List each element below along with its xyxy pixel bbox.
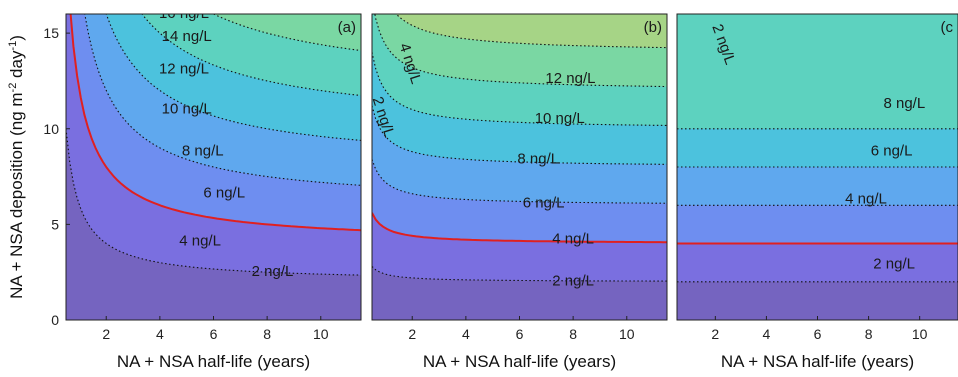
contour-line [372,105,667,165]
contour-label: 2 ng/L [873,256,915,273]
contour-label: 2 ng/L [252,263,294,280]
panel-3: 2 ng/L4 ng/L6 ng/L8 ng/L2 ng/L [677,14,958,320]
contour-line [372,265,667,282]
contour-label: 6 ng/L [203,185,245,202]
x-tick-label: 4 [156,326,164,342]
contour-label: 8 ng/L [182,143,224,160]
x-tick-label: 8 [263,326,271,342]
x-tick-label: 6 [210,326,218,342]
panel-2: 2 ng/L4 ng/L6 ng/L8 ng/L10 ng/L12 ng/L4 … [372,14,667,320]
x-tick-label: 2 [102,326,110,342]
x-axis-title: NA + NSA half-life (years) [423,352,616,371]
y-axis-title: NA + NSA deposition (ng m-2 day-1) [7,35,26,299]
y-tick-label: 10 [43,121,59,137]
x-axis-title: NA + NSA half-life (years) [117,352,310,371]
x-tick-label: 10 [912,326,928,342]
y-tick-label: 15 [43,25,59,41]
x-tick-label: 6 [516,326,524,342]
y-tick-label: 0 [51,312,59,328]
contour-label: 6 ng/L [871,143,913,160]
contour-line [66,128,361,276]
contour-label: 4 ng/L [552,231,594,248]
y-tick-label: 5 [51,216,59,232]
contour-line-highlight [69,14,361,232]
panel-tag: (b) [644,19,662,36]
contour-line [141,14,361,97]
contour-line [372,159,667,204]
contour-line [105,14,361,141]
contour-label: 10 ng/L [162,101,212,118]
contour-label: 2 ng/L [552,273,594,290]
panel-tag: (c [941,19,954,36]
contour-line [372,52,667,126]
contour-band [677,14,958,129]
contour-label: 8 ng/L [517,150,559,167]
contour-label: 4 ng/L [179,233,221,250]
panel-tag: (a) [338,19,356,36]
x-tick-label: 8 [865,326,873,342]
contour-label: 12 ng/L [159,60,209,77]
x-tick-label: 6 [814,326,822,342]
x-tick-label: 4 [763,326,771,342]
contour-label: 12 ng/L [545,70,595,87]
x-tick-label: 2 [711,326,719,342]
x-tick-label: 4 [462,326,470,342]
contour-label: 8 ng/L [883,95,925,112]
contour-label: 14 ng/L [162,28,212,45]
contour-label: 4 ng/L [845,190,887,207]
x-tick-label: 8 [569,326,577,342]
contour-line [84,14,361,186]
contour-band [396,14,667,48]
contour-line-highlight [372,212,667,244]
contour-label: 6 ng/L [523,194,565,211]
contour-label: 16 ng/L [159,5,209,22]
x-tick-label: 10 [619,326,635,342]
contour-band [39,0,388,6]
contour-band [213,14,361,51]
panel-1: 2 ng/L 4 ng/L 6 ng/L 8 ng/L 10 ng/L 12 ng/L 14… [39,0,388,320]
contour-line [66,0,361,6]
contour-line [374,14,667,88]
x-tick-label: 2 [408,326,416,342]
contour-label: 10 ng/L [535,110,585,127]
x-axis-title: NA + NSA half-life (years) [721,352,914,371]
x-tick-label: 10 [313,326,329,342]
